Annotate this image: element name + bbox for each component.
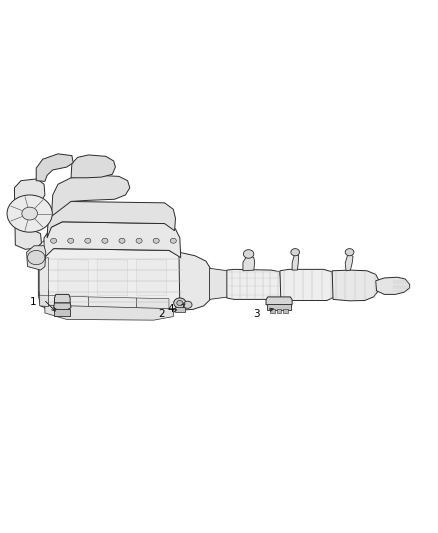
- Polygon shape: [136, 298, 169, 311]
- Bar: [283, 309, 288, 313]
- Polygon shape: [88, 297, 136, 311]
- Polygon shape: [376, 277, 410, 294]
- Polygon shape: [97, 260, 127, 296]
- Circle shape: [153, 238, 159, 243]
- Polygon shape: [71, 155, 116, 178]
- Polygon shape: [43, 222, 181, 260]
- Bar: [267, 304, 291, 310]
- Circle shape: [174, 298, 186, 308]
- Polygon shape: [292, 254, 299, 270]
- Circle shape: [291, 248, 300, 256]
- Text: 1: 1: [29, 297, 36, 307]
- Bar: [277, 309, 281, 313]
- Bar: [270, 309, 275, 313]
- Polygon shape: [27, 246, 46, 270]
- Polygon shape: [47, 201, 176, 238]
- Polygon shape: [40, 290, 48, 306]
- Polygon shape: [58, 260, 88, 296]
- Circle shape: [50, 238, 57, 243]
- Circle shape: [28, 251, 45, 265]
- Bar: [175, 307, 185, 312]
- Polygon shape: [345, 254, 353, 271]
- Circle shape: [177, 301, 183, 305]
- Polygon shape: [136, 260, 167, 296]
- Circle shape: [119, 238, 125, 243]
- Circle shape: [67, 238, 74, 243]
- Circle shape: [102, 238, 108, 243]
- Circle shape: [7, 195, 52, 232]
- Polygon shape: [227, 269, 282, 300]
- Circle shape: [244, 249, 254, 259]
- Text: 4: 4: [168, 304, 174, 314]
- Circle shape: [345, 248, 354, 256]
- Circle shape: [170, 238, 177, 243]
- Polygon shape: [243, 256, 254, 271]
- Polygon shape: [40, 257, 48, 296]
- Polygon shape: [45, 305, 173, 320]
- Text: 2: 2: [158, 309, 165, 319]
- Bar: [54, 310, 70, 316]
- Polygon shape: [332, 270, 379, 301]
- Polygon shape: [53, 303, 71, 310]
- Text: 3: 3: [253, 309, 259, 319]
- Polygon shape: [14, 179, 45, 249]
- Polygon shape: [39, 241, 45, 295]
- Polygon shape: [280, 269, 334, 301]
- Polygon shape: [209, 268, 229, 300]
- Circle shape: [184, 301, 192, 309]
- Polygon shape: [36, 154, 73, 181]
- Polygon shape: [45, 295, 88, 310]
- Circle shape: [136, 238, 142, 243]
- Polygon shape: [54, 294, 70, 303]
- Polygon shape: [266, 297, 292, 305]
- Circle shape: [22, 207, 38, 220]
- Polygon shape: [51, 175, 130, 216]
- Polygon shape: [39, 248, 184, 310]
- Circle shape: [85, 238, 91, 243]
- Polygon shape: [179, 252, 210, 310]
